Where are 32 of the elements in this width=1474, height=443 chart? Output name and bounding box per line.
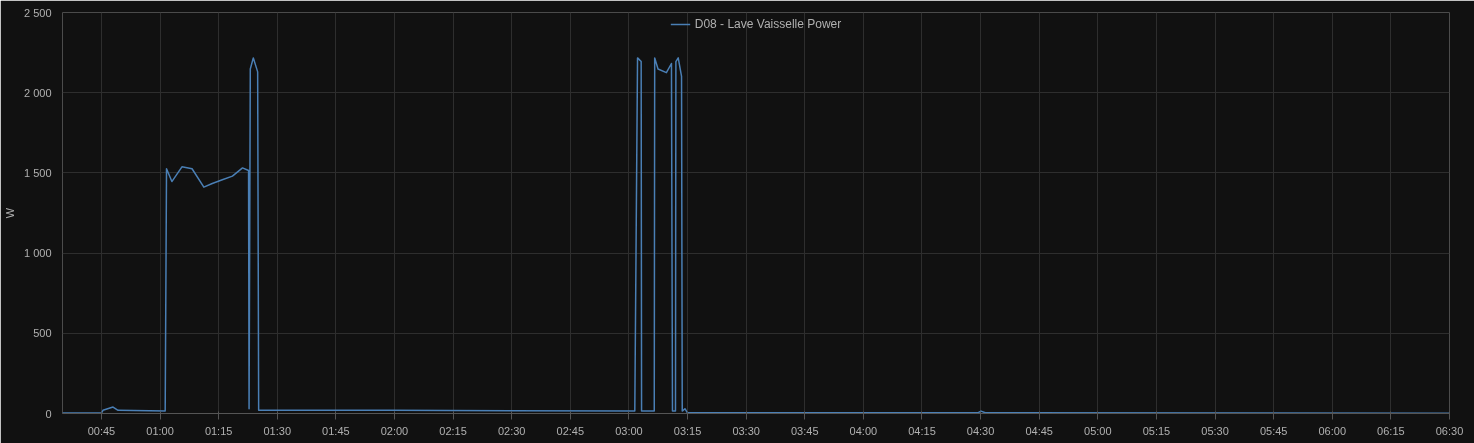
y-tick-label: 2 000 <box>23 86 52 99</box>
x-tick-label: 05:30 <box>1201 424 1229 437</box>
x-tick-label: 06:00 <box>1318 424 1347 437</box>
x-tick-label: 01:45 <box>322 424 350 437</box>
x-tick-label: 04:00 <box>849 424 878 437</box>
x-tick-label: 03:15 <box>673 424 702 437</box>
x-tick-label: 02:30 <box>497 424 526 437</box>
x-tick-label: 02:00 <box>380 424 409 437</box>
x-tick-label: 02:45 <box>556 424 585 437</box>
x-tick-label: 04:45 <box>1025 424 1053 437</box>
x-tick-label: 01:30 <box>263 424 292 437</box>
x-tick-label: 06:30 <box>1435 424 1464 437</box>
y-tick-label: 1 500 <box>23 166 52 179</box>
x-tick-label: 03:30 <box>732 424 760 437</box>
x-tick-label: 06:15 <box>1377 424 1405 437</box>
x-tick-label: 05:15 <box>1142 424 1171 437</box>
x-tick-label: 05:00 <box>1084 424 1112 437</box>
x-tick-label: 03:45 <box>791 424 819 437</box>
x-tick-label: 05:45 <box>1259 424 1288 437</box>
legend-label: D08 - Lave Vaisselle Power <box>694 17 842 31</box>
x-tick-label: 02:15 <box>439 424 467 437</box>
y-axis-title: W <box>3 207 16 219</box>
y-tick-label: 1 000 <box>23 247 52 260</box>
y-tick-label: 500 <box>33 327 52 340</box>
x-tick-label: 01:00 <box>146 424 174 437</box>
x-tick-label: 00:45 <box>87 424 116 437</box>
y-tick-label: 2 500 <box>23 6 52 19</box>
x-tick-label: 04:15 <box>908 424 936 437</box>
x-tick-label: 03:00 <box>615 424 643 437</box>
x-tick-label: 04:30 <box>966 424 995 437</box>
x-tick-label: 01:15 <box>204 424 233 437</box>
y-tick-label: 0 <box>45 407 52 420</box>
